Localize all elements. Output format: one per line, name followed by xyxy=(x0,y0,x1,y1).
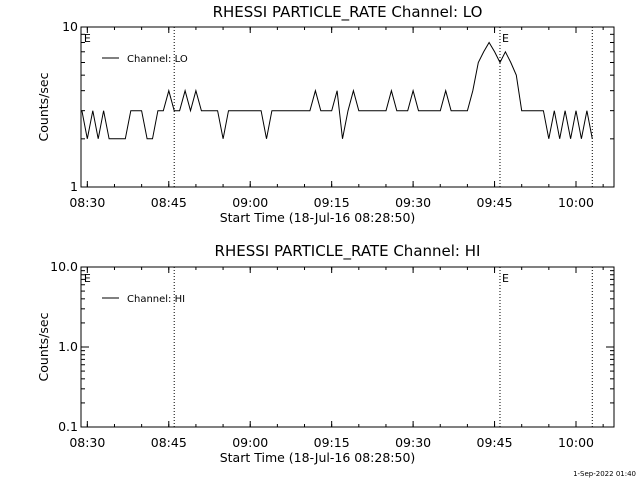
chart-2-x-axis-label: Start Time (18-Jul-16 08:28:50) xyxy=(220,450,416,465)
chart-1-x-tick-label: 08:30 xyxy=(69,195,105,210)
chart-1-x-tick-label: 10:00 xyxy=(558,195,594,210)
chart-1-y-tick-label: 10 xyxy=(62,19,78,34)
chart-2-x-tick-label: 09:00 xyxy=(232,435,268,450)
chart-1-x-axis-label: Start Time (18-Jul-16 08:28:50) xyxy=(220,210,416,225)
chart-1-series-line xyxy=(81,41,593,140)
chart-1-x-tick-label: 09:45 xyxy=(477,195,513,210)
chart-1-event-marker: E xyxy=(502,32,509,45)
chart-1-x-tick-label: 08:45 xyxy=(151,195,187,210)
chart-1-x-tick-label: 09:15 xyxy=(314,195,350,210)
chart-1-legend-label: Channel: LO xyxy=(127,54,188,65)
chart-2-y-tick-label: 10.0 xyxy=(50,259,78,274)
chart-1-x-tick-label: 09:00 xyxy=(232,195,268,210)
chart-2-title: RHESSI PARTICLE_RATE Channel: HI xyxy=(215,242,481,261)
chart-2-x-tick-label: 09:45 xyxy=(477,435,513,450)
chart-panel-hi: RHESSI PARTICLE_RATE Channel: HI 08:30 08:… xyxy=(36,242,615,465)
chart-2-event-marker: E xyxy=(84,272,91,285)
chart-1-x-tick-label: 09:30 xyxy=(395,195,431,210)
chart-2-x-tick-label: 09:30 xyxy=(395,435,431,450)
chart-1-y-tick-label: 1 xyxy=(70,179,78,194)
footer-timestamp: 1-Sep-2022 01:40 xyxy=(573,470,636,478)
chart-1-event-marker: E xyxy=(84,32,91,45)
chart-2-x-tick-label: 09:15 xyxy=(314,435,350,450)
chart-1-y-axis-label: Counts/sec xyxy=(36,72,51,141)
chart-2-x-tick-label: 08:30 xyxy=(69,435,105,450)
chart-2-legend-label: Channel: HI xyxy=(127,294,185,305)
chart-panel-lo: RHESSI PARTICLE_RATE Channel: LO 08:30 08:… xyxy=(36,3,615,225)
chart-1-title: RHESSI PARTICLE_RATE Channel: LO xyxy=(213,3,483,22)
chart-2-y-tick-label: 1.0 xyxy=(58,339,78,354)
chart-2-x-tick-label: 10:00 xyxy=(558,435,594,450)
chart-1-plot-frame xyxy=(80,26,615,188)
chart-2-y-tick-label: 0.1 xyxy=(58,419,78,434)
chart-2-plot-frame xyxy=(80,266,615,428)
chart-2-event-marker: E xyxy=(502,272,509,285)
chart-2-x-tick-label: 08:45 xyxy=(151,435,187,450)
chart-2-y-axis-label: Counts/sec xyxy=(36,312,51,381)
